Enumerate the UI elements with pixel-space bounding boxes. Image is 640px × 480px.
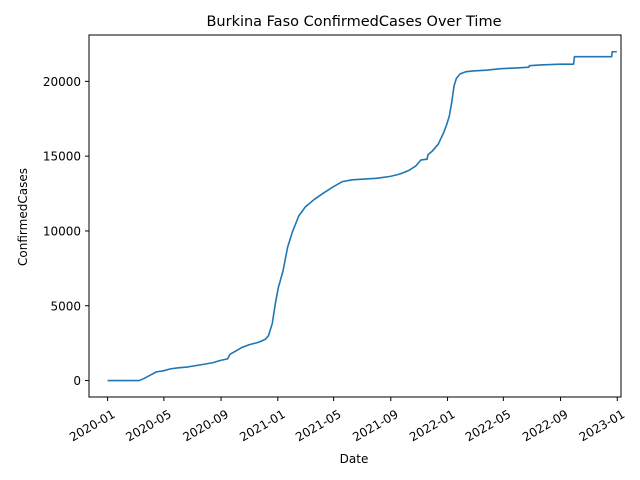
y-axis-label: ConfirmedCases [16, 168, 30, 266]
chart-title: Burkina Faso ConfirmedCases Over Time [206, 14, 501, 30]
y-tick-label: 15000 [43, 150, 81, 164]
y-axis-ticks: 0 5000 10000 15000 20000 [43, 75, 89, 388]
series-line-0 [107, 50, 617, 382]
plot-area [107, 50, 617, 382]
x-axis-label: Date [340, 452, 369, 466]
y-tick-label: 0 [73, 374, 81, 388]
axes-frame [88, 34, 622, 398]
y-tick-label: 5000 [50, 299, 81, 313]
y-tick-label: 10000 [43, 224, 81, 238]
y-tick-label: 20000 [43, 75, 81, 89]
